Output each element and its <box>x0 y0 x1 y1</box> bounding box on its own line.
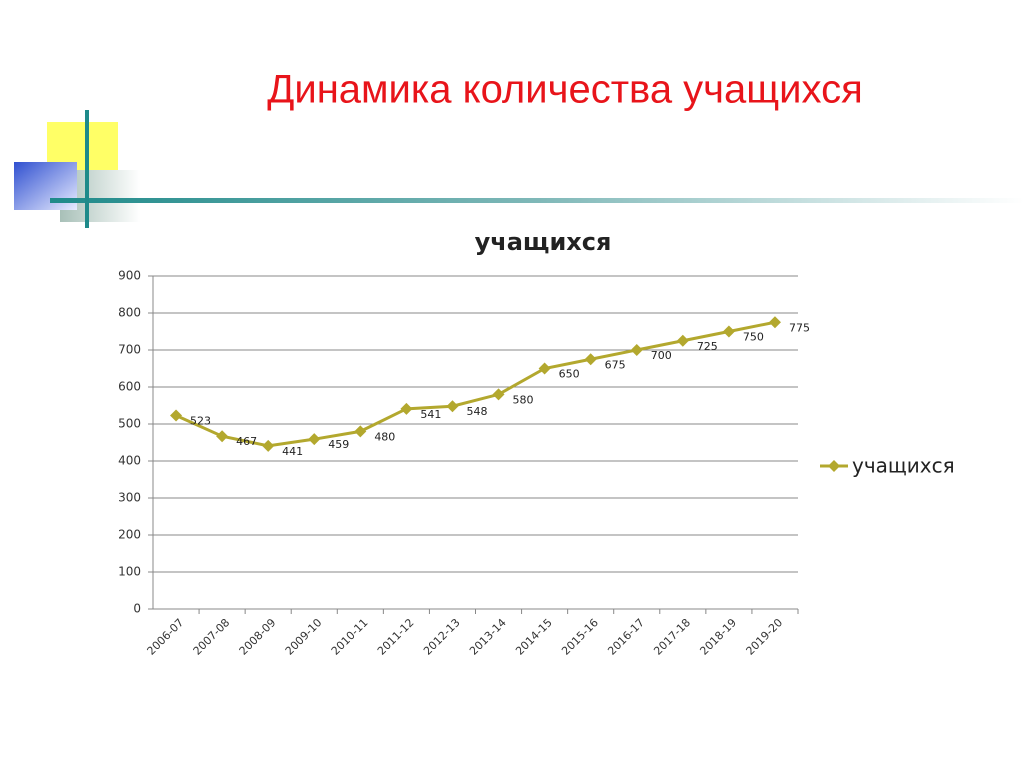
data-label: 650 <box>559 368 580 381</box>
x-tick-label: 2011-12 <box>375 616 417 658</box>
marker <box>262 439 275 452</box>
y-tick-label: 300 <box>118 491 141 505</box>
deco-line <box>85 110 89 228</box>
x-tick-label: 2006-07 <box>145 616 187 658</box>
data-label: 725 <box>697 340 718 353</box>
y-tick-label: 800 <box>118 306 141 320</box>
y-tick-label: 200 <box>118 528 141 542</box>
marker <box>308 433 321 446</box>
x-tick-label: 2014-15 <box>513 616 555 658</box>
slide-title: Динамика количества учащихся <box>267 68 862 112</box>
y-tick-label: 700 <box>118 343 141 357</box>
marker <box>492 388 505 401</box>
y-tick-label: 900 <box>118 269 141 283</box>
marker <box>768 316 781 329</box>
marker <box>584 353 597 366</box>
y-tick-label: 400 <box>118 454 141 468</box>
data-label: 775 <box>789 321 810 334</box>
x-tick-label: 2009-10 <box>283 616 325 658</box>
marker <box>676 334 689 347</box>
y-tick-label: 0 <box>133 602 141 616</box>
series-line <box>175 320 776 448</box>
y-tick-label: 600 <box>118 380 141 394</box>
y-tick-label: 100 <box>118 565 141 579</box>
marker <box>170 409 183 422</box>
data-label: 750 <box>743 331 764 344</box>
marker <box>630 344 643 356</box>
x-tick-label: 2019-20 <box>744 616 786 658</box>
legend-label: учащихся <box>852 454 955 478</box>
data-label: 548 <box>466 405 487 418</box>
data-label: 580 <box>513 393 534 406</box>
marker <box>216 430 229 443</box>
marker <box>538 362 551 375</box>
x-tick-label: 2012-13 <box>421 616 463 658</box>
x-tick-label: 2016-17 <box>605 616 647 658</box>
marker <box>354 425 367 438</box>
data-label: 675 <box>605 358 626 371</box>
chart-title: учащихся <box>475 228 612 256</box>
legend-marker <box>828 460 840 472</box>
marker <box>400 402 413 415</box>
data-label: 700 <box>651 349 672 362</box>
x-tick-label: 2010-11 <box>329 616 371 658</box>
data-label: 459 <box>328 438 349 451</box>
x-tick-label: 2017-18 <box>651 616 693 658</box>
data-label: 541 <box>420 408 441 421</box>
data-label: 480 <box>374 430 395 443</box>
marker <box>722 325 735 338</box>
x-tick-label: 2015-16 <box>559 616 601 658</box>
data-label: 467 <box>236 435 257 448</box>
y-tick-label: 500 <box>118 417 141 431</box>
x-tick-label: 2013-14 <box>467 616 509 658</box>
x-tick-label: 2018-19 <box>697 616 739 658</box>
x-tick-label: 2007-08 <box>191 616 233 658</box>
x-tick-label: 2008-09 <box>237 616 279 658</box>
data-label: 523 <box>190 414 211 427</box>
deco-line <box>50 198 1024 203</box>
data-label: 441 <box>282 445 303 458</box>
marker <box>446 400 459 413</box>
